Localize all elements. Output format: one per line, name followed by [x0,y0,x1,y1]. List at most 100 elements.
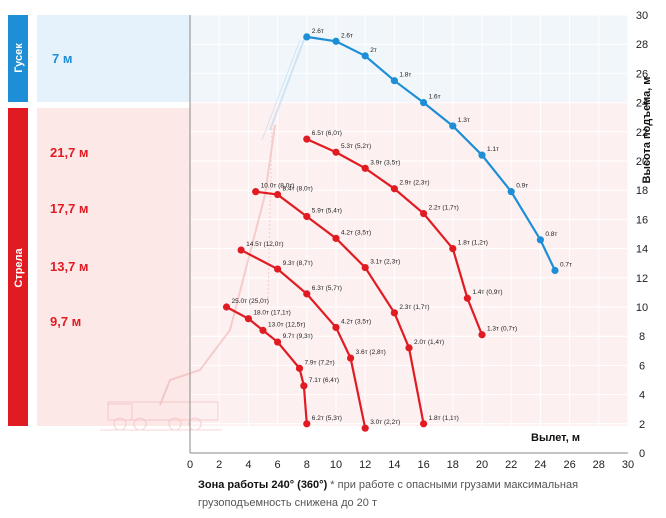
data-point [449,245,457,253]
data-label: 14.5т (12,0т) [246,241,283,248]
crane-illustration [100,36,306,431]
data-point [390,309,398,317]
data-label: 3.0т (2,2т) [370,419,400,426]
data-point [300,382,308,390]
boom-length-label-17-7: 17,7 м [50,201,89,216]
data-point [361,424,369,432]
caption-note: * при работе с опасными грузами максимал… [198,479,579,509]
boom-length-label-9-7: 9,7 м [50,314,81,329]
series-line [255,190,425,425]
y-axis-title: Высота подъема, м [641,77,653,184]
data-label: 7.1т (6,4т) [309,377,339,384]
data-point [303,420,311,428]
data-point [536,236,545,244]
data-label: 1.3т (0,7т) [487,326,517,333]
series-line [306,138,484,336]
x-tick-label: 0 [187,459,193,471]
data-point [478,331,486,339]
boom-section-band [37,108,190,426]
data-label: 18.0т (17,1т) [253,310,290,317]
data-point [420,420,428,428]
x-tick-label: 20 [476,459,488,471]
jib-section-band [37,15,190,102]
boom-section-name: Стрела [13,247,25,287]
x-tick-label: 8 [304,459,310,471]
y-tick-label: 24 [636,98,648,110]
y-tick-label: 22 [636,127,648,139]
series-layer: 2.6т 2.6т 2т 1.8т 1.6т 1.3т 1.1т 0.9т 0.8т 0.7т 6.… [222,28,572,432]
x-tick-label: 22 [505,459,517,471]
data-point [222,303,231,311]
data-label: 1.8т (1,1т) [429,415,459,422]
y-tick-label: 4 [639,390,645,402]
y-tick-label: 14 [636,244,648,256]
data-label: 5.3т (5,2т) [341,143,371,150]
x-tick-label: 28 [593,459,605,471]
data-point [259,326,267,334]
data-point [361,52,369,60]
series-boom-3: 14.5т (12,0т) 9.3т (8,7т) 6.3т (5,7т) 4.2т … [237,241,400,432]
data-point [405,344,413,352]
data-label: 2т [370,47,377,54]
data-label: 2.0т (1,4т) [414,339,444,346]
y-tick-label: 30 [636,10,648,22]
data-point [463,294,471,302]
data-point [420,209,428,218]
boom-length-label-13-7: 13,7 м [50,259,89,274]
data-point [332,323,340,332]
data-label: 7.9т (7,2т) [305,359,335,366]
jib-length-label: 7 м [52,51,72,66]
data-point [390,77,398,85]
x-tick-label: 14 [388,459,400,471]
jib-side-bar [8,15,28,102]
data-label: 2.3т (1,7т) [399,304,429,311]
series-line [240,249,367,429]
y-tick-label: 0 [639,448,645,460]
data-label: 0.9т [516,183,528,190]
y-tick-label: 6 [639,360,645,372]
data-point [420,99,428,107]
x-tick-label: 18 [447,459,459,471]
data-point [332,37,340,45]
data-label: 6.2т (5,3т) [312,415,342,422]
data-point [361,164,369,172]
data-label: 5.9т (5,4т) [312,207,342,214]
x-tick-label: 10 [330,459,342,471]
y-tick-label: 26 [636,68,648,80]
x-tick-label: 12 [359,459,371,471]
x-tick-label: 24 [534,459,546,471]
y-tick-label: 12 [636,273,648,285]
series-boom-4: 25.0т (25,0т) 18.0т (17,1т) 13.0т (12,5т) 9… [222,298,342,428]
data-point [507,188,515,196]
data-label: 3.6т (2,8т) [356,349,386,356]
data-label: 13.0т (12,5т) [268,321,305,328]
y-tick-label: 16 [636,214,648,226]
data-point [332,234,340,242]
data-label: 1.4т (0,9т) [472,289,502,296]
data-label: 3.9т (3,5т) [370,159,400,166]
y-tick-label: 18 [636,185,648,197]
data-point [390,185,398,193]
data-point [252,188,260,196]
x-tick-label: 2 [216,459,222,471]
data-point [237,246,245,254]
data-point [303,33,311,41]
x-tick-label: 4 [245,459,251,471]
data-point [303,135,311,143]
data-point [295,364,304,372]
data-label: 4.2т (3,5т) [341,229,371,236]
data-point [332,148,340,156]
y-tick-label: 20 [636,156,648,168]
data-label: 2.9т (2,3т) [399,180,429,187]
data-point [274,190,282,199]
data-label: 25.0т (25,0т) [232,298,269,305]
data-point [274,338,282,346]
caption-bold: Зона работы 240° (360°) [198,479,328,491]
data-label: 10.0т (8,0т) [261,183,295,190]
series-jib: 2.6т 2.6т 2т 1.8т 1.6т 1.3т 1.1т 0.9т 0.8т 0.7т [303,28,572,275]
tick-layer: 0 2 4 6 8 10 12 14 16 18 20 22 24 26 28 300246810121416… [187,10,648,471]
data-point [244,315,252,323]
data-label: 2.2т (1,7т) [429,205,459,212]
data-label: 1.8т (1,2т) [458,240,488,247]
data-label: 2.6т [312,28,324,35]
